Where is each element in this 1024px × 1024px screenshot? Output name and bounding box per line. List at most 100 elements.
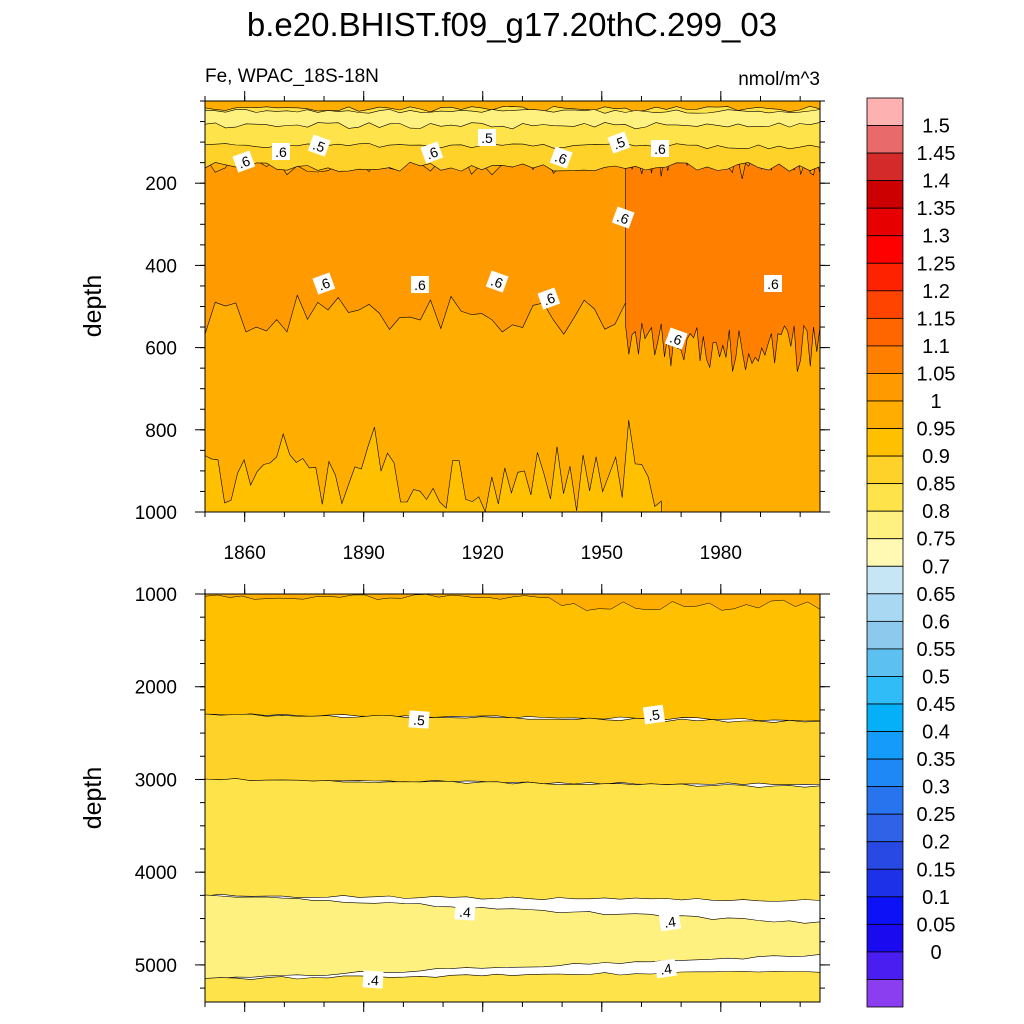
- left-subtitle: Fe, WPAC_18S-18N: [205, 66, 379, 87]
- contour-label: .6: [232, 150, 256, 173]
- contour-label-text: .6: [275, 144, 287, 160]
- colorbar-label: 1.2: [922, 281, 950, 303]
- colorbar-box: [866, 786, 904, 815]
- colorbar-label: 0.85: [917, 474, 956, 496]
- colorbar-box: [866, 510, 904, 540]
- fill-band-0.35: [205, 894, 820, 981]
- colorbar-box: [866, 317, 904, 347]
- colorbar-label: 1: [930, 391, 941, 413]
- colorbar-label: 0.7: [922, 556, 950, 578]
- y-tick-label: 600: [145, 339, 177, 360]
- colorbar-box: [866, 483, 904, 512]
- colorbar-box: [866, 923, 904, 953]
- colorbar-label: 1.05: [917, 363, 956, 385]
- colorbar-box: [866, 125, 904, 154]
- colorbar-box: [866, 373, 904, 402]
- x-tick-label: 1890: [343, 543, 385, 564]
- colorbar-box: [866, 951, 904, 980]
- colorbar-box: [866, 290, 904, 319]
- y-tick-label: 5000: [135, 956, 177, 977]
- y-tick-label: 1000: [135, 503, 177, 524]
- colorbar-box: [866, 841, 904, 870]
- y-tick-label: 3000: [135, 770, 177, 791]
- contour-label: .4: [658, 911, 682, 932]
- colorbar-box: [866, 345, 904, 374]
- colorbar-label: 1.5: [922, 116, 950, 138]
- colorbar-box: [866, 235, 904, 264]
- colorbar-label: 0.2: [922, 832, 950, 854]
- contour-label: .6: [611, 206, 635, 229]
- contour-label: .5: [607, 131, 631, 154]
- colorbar-label: 1.3: [922, 226, 950, 248]
- contour-label-text: .4: [367, 972, 380, 989]
- bottom-contour-labels: .5 .5 .4 .4 .4 .4: [362, 704, 682, 989]
- colorbar-label: 0.35: [917, 749, 956, 771]
- colorbar-label: 0.95: [917, 419, 956, 441]
- colorbar-label: 0.4: [922, 722, 950, 744]
- y-tick-label: 4000: [135, 863, 177, 884]
- colorbar-label: 0.25: [917, 804, 956, 826]
- fill-band-0.35: [205, 109, 820, 130]
- contour-label-text: .6: [615, 208, 632, 227]
- colorbar-label: 1.15: [917, 308, 956, 330]
- colorbar-label: 0.05: [917, 914, 956, 936]
- bottom-contour-fill: [205, 594, 820, 1002]
- colorbar-box: [866, 813, 904, 843]
- colorbar-label: 1.25: [917, 253, 956, 275]
- contour-label-text: .4: [663, 913, 677, 930]
- contour-label: .5: [408, 710, 430, 729]
- colorbar-label: 1.1: [922, 336, 950, 358]
- colorbar-label: 0.75: [917, 529, 956, 551]
- contour-label-text: .6: [414, 277, 426, 293]
- top-contour-labels: .6 .6 .5 .6 .5 .6 .5 .6 .6 .6 .6 .6 .6 .6 .6: [232, 129, 782, 350]
- contour-label-text: .6: [668, 329, 685, 348]
- contour-label: .5: [642, 704, 666, 725]
- contour-label-text: .5: [481, 130, 493, 146]
- bottom-axes: 1000 2000 3000 4000 5000: [135, 584, 830, 1012]
- top-y-axis-label: depth: [79, 275, 107, 338]
- contour-label-text: .6: [236, 152, 253, 171]
- contour-label-text: .6: [424, 143, 441, 162]
- contour-label: .6: [664, 327, 688, 350]
- colorbar-label: 0.3: [922, 777, 950, 799]
- colorbar-box: [866, 455, 904, 485]
- colorbar-box: [866, 400, 904, 429]
- bottom-plot-frame: [204, 593, 821, 1003]
- colorbar-box: [866, 731, 904, 760]
- colorbar-box: [866, 758, 904, 788]
- y-tick-label: 2000: [135, 678, 177, 699]
- contour-label: .5: [307, 134, 331, 157]
- colorbar-box: [866, 565, 904, 595]
- colorbar-box: [866, 180, 904, 209]
- fill-band-0.4: [205, 971, 820, 1002]
- colorbar-label: 0.65: [917, 584, 956, 606]
- colorbar-box: [866, 97, 904, 126]
- top-axes: 200 400 600 800 1000 1860 1890 1920 1950 1980: [135, 91, 830, 564]
- colorbar-label: 0.45: [917, 694, 956, 716]
- contour-label-text: .6: [654, 141, 666, 157]
- colorbar: 1.5 1.45 1.4 1.35 1.3 1.25 1.2 1.15 1.1 1.05 1 0.95…: [866, 97, 956, 1008]
- y-tick-label: 400: [145, 256, 177, 277]
- contour-label: .6: [549, 146, 573, 169]
- contour-label: .6: [420, 141, 444, 164]
- contour-label: .6: [272, 143, 290, 160]
- contour-label-text: .5: [311, 136, 328, 155]
- contour-label-text: .6: [541, 289, 558, 308]
- colorbar-label: 0.6: [922, 611, 950, 633]
- colorbar-label: 0.9: [922, 446, 950, 468]
- contour-label: .6: [411, 276, 429, 293]
- contour-label-text: .6: [489, 272, 506, 291]
- fill-band-0.4: [205, 778, 820, 902]
- colorbar-label: 1.4: [922, 171, 950, 193]
- contour-label: .6: [312, 272, 336, 295]
- contour-label-text: .5: [413, 712, 426, 729]
- colorbar-box: [866, 262, 904, 292]
- contour-label: .5: [478, 129, 496, 146]
- colorbar-label: 0: [930, 942, 941, 964]
- x-tick-label: 1950: [581, 543, 623, 564]
- colorbar-label: 1.45: [917, 143, 956, 165]
- contour-label-text: .5: [611, 133, 628, 152]
- colorbar-box: [866, 648, 904, 677]
- contour-label-text: .5: [647, 706, 661, 723]
